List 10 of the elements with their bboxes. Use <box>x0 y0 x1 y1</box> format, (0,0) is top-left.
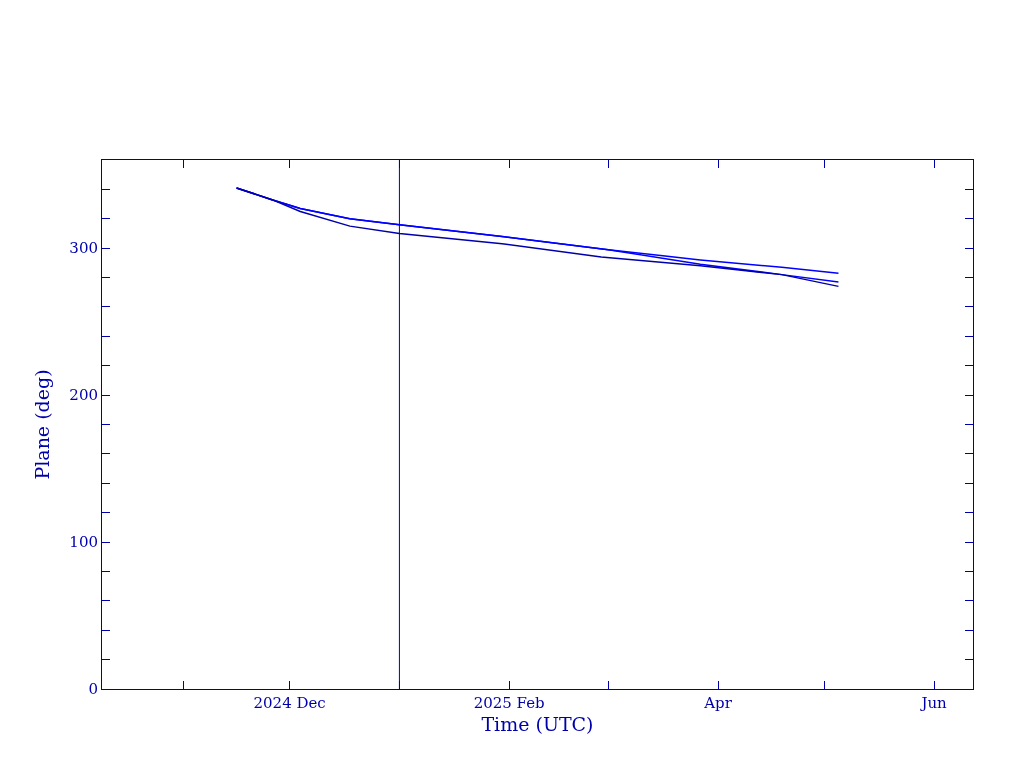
y-tick-label: 200 <box>69 386 98 405</box>
y-tick-label: 100 <box>69 533 98 552</box>
x-tick-label: Apr <box>703 694 733 712</box>
x-tick-label: 2025 Feb <box>473 694 545 712</box>
x-axis-title: Time (UTC) <box>481 712 594 735</box>
y-tick-label: 300 <box>69 239 98 258</box>
y-axis-title: Plane (deg) <box>31 369 54 480</box>
x-tick-label: Jun <box>919 694 948 712</box>
x-tick-label: 2024 Dec <box>253 694 326 712</box>
y-tick-label: 0 <box>88 680 98 699</box>
